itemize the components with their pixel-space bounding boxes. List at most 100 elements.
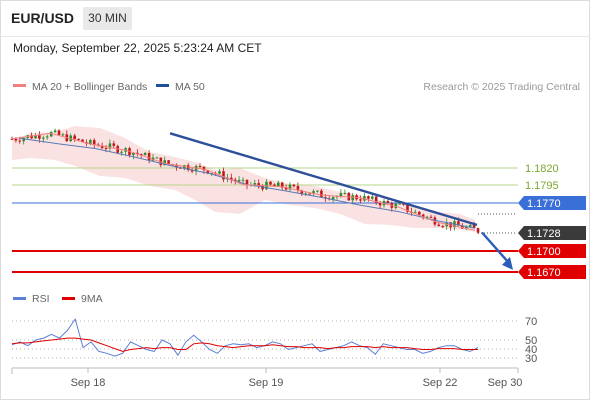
- candle-body: [120, 151, 123, 153]
- candle-body: [300, 190, 304, 194]
- candle-body: [108, 143, 112, 149]
- candle-body: [100, 145, 104, 149]
- candle-body: [57, 130, 61, 136]
- candle-body: [45, 136, 49, 138]
- candle-body: [194, 166, 198, 172]
- candle-body: [371, 196, 374, 199]
- candle-body: [468, 225, 472, 227]
- candle-body: [81, 139, 84, 143]
- current-price-badge: 1.1728: [518, 226, 586, 240]
- candle-body: [61, 134, 65, 136]
- rsi-tick-40: 40: [525, 344, 537, 356]
- candle-body: [363, 196, 366, 201]
- forecast-arrow: [481, 231, 513, 270]
- candle-body: [269, 181, 272, 185]
- candle-body: [163, 160, 166, 166]
- candle-body: [30, 135, 33, 139]
- candle-body: [139, 154, 143, 156]
- candle-body: [398, 203, 401, 205]
- candle-body: [73, 135, 76, 139]
- x-tick-sep19: Sep 19: [249, 377, 284, 389]
- candle-body: [38, 135, 41, 139]
- candle-body: [218, 171, 221, 174]
- candle-body: [343, 192, 347, 194]
- candle-body: [339, 193, 343, 197]
- x-tick-sep22: Sep 22: [423, 377, 458, 389]
- candle-body: [386, 201, 390, 203]
- rsi-line: [11, 317, 479, 357]
- ma9-legend-label: 9MA: [81, 293, 103, 305]
- ma20-line: [11, 132, 476, 231]
- chart-header: EUR/USD 30 MIN: [0, 0, 590, 37]
- candle-body: [159, 157, 163, 166]
- rsi-tick-30: 30: [525, 353, 537, 365]
- pivot-badge-1770: 1.1770: [518, 196, 586, 210]
- candle-body: [34, 135, 37, 139]
- candle-body: [331, 197, 335, 200]
- candle-body: [414, 211, 417, 213]
- candle-body: [245, 179, 249, 186]
- candle-body: [186, 165, 190, 170]
- candle-body: [42, 137, 45, 139]
- candle-body: [18, 140, 22, 142]
- candle-body: [461, 225, 464, 229]
- candle-body: [49, 132, 53, 137]
- bearish-trendline: [169, 132, 478, 227]
- candle-body: [198, 166, 202, 167]
- candle-body: [304, 193, 307, 195]
- candle-body: [472, 225, 476, 229]
- rsi-ma9-line: [11, 337, 478, 352]
- candle-body: [175, 164, 178, 168]
- candle-body: [89, 140, 92, 144]
- candle-body: [202, 166, 206, 171]
- candle-body: [280, 182, 284, 188]
- support-badge-1700: 1.1700: [518, 244, 586, 258]
- candle-body: [367, 196, 370, 199]
- candle-body: [441, 226, 445, 228]
- x-tick-sep18: Sep 18: [71, 377, 106, 389]
- candle-body: [53, 130, 57, 132]
- ma50-legend-swatch: [156, 84, 169, 87]
- candle-body: [320, 190, 323, 198]
- support-badge-label-1700: 1.1700: [527, 246, 561, 258]
- candle-body: [104, 148, 108, 150]
- pivot-badge-label: 1.1770: [527, 198, 561, 210]
- candle-body: [437, 224, 441, 227]
- support-badge-1670: 1.1670: [518, 265, 586, 279]
- candle-body: [190, 170, 194, 172]
- resistance-label-1795: 1.1795: [525, 180, 559, 192]
- candle-body: [237, 179, 241, 182]
- candle-body: [308, 193, 311, 195]
- candle-body: [359, 199, 362, 201]
- candle-body: [457, 221, 460, 226]
- candle-body: [316, 190, 319, 192]
- bollinger-legend-swatch: [13, 84, 26, 87]
- candle-body: [167, 160, 170, 165]
- candle-body: [253, 183, 257, 185]
- x-tick-sep30: Sep 30: [488, 377, 523, 389]
- source-credit: Research © 2025 Trading Central: [423, 81, 580, 93]
- bollinger-band-area: [12, 126, 475, 232]
- timestamp: Monday, September 22, 2025 5:23:24 AM CE…: [13, 41, 262, 55]
- candle-body: [206, 170, 210, 174]
- candle-body: [257, 183, 260, 186]
- candle-body: [14, 139, 18, 141]
- candle-body: [406, 204, 409, 212]
- candle-body: [273, 184, 276, 186]
- bollinger-legend-label: MA 20 + Bollinger Bands: [32, 81, 147, 93]
- candle-body: [296, 186, 300, 191]
- candle-body: [22, 137, 25, 142]
- candle-body: [112, 143, 116, 146]
- support-badge-label-1670: 1.1670: [527, 267, 561, 279]
- ma9-legend-swatch: [62, 297, 75, 300]
- current-price-label: 1.1728: [527, 228, 561, 240]
- candle-body: [418, 211, 421, 215]
- timeframe-button[interactable]: 30 MIN: [83, 7, 132, 30]
- candle-body: [312, 191, 315, 194]
- candle-body: [277, 182, 280, 186]
- candle-body: [429, 216, 433, 218]
- rsi-legend-swatch: [13, 297, 26, 300]
- candle-body: [241, 179, 245, 181]
- candle-body: [77, 138, 80, 140]
